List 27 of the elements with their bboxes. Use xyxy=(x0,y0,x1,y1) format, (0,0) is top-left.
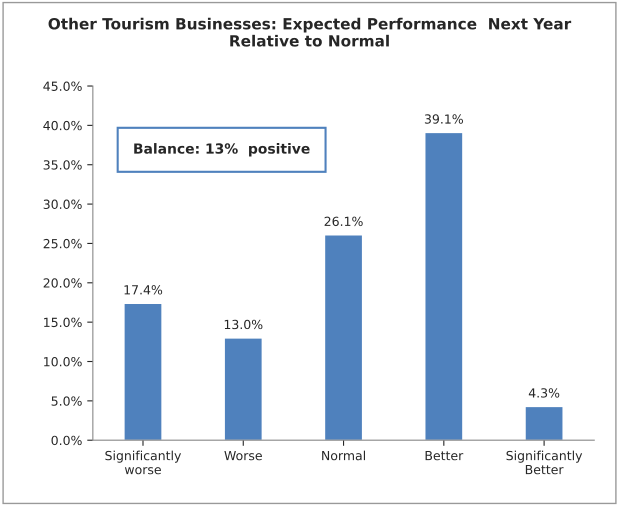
data-label: 4.3% xyxy=(528,388,560,398)
bar xyxy=(123,302,163,440)
y-tick-label: 0.0% xyxy=(52,436,82,446)
annotation: Balance: 13% positive xyxy=(134,143,310,156)
data-label: 26.1% xyxy=(324,216,363,226)
x-tick-label: Better xyxy=(426,451,464,460)
bar xyxy=(224,337,264,440)
x-tick-label: Worse xyxy=(224,451,262,460)
y-tick-label: 15.0% xyxy=(44,318,82,328)
y-tick-label: 20.0% xyxy=(44,278,82,288)
x-tick-label: Significantly worse xyxy=(105,450,182,474)
data-label: 17.4% xyxy=(124,285,162,295)
bar xyxy=(324,234,364,440)
bar xyxy=(424,132,464,440)
y-tick-label: 45.0% xyxy=(43,81,82,91)
data-label: 13.0% xyxy=(224,320,262,330)
x-tick-label: Normal xyxy=(322,450,365,460)
y-tick-label: 5.0% xyxy=(52,396,82,406)
y-tick-label: 40.0% xyxy=(43,120,82,130)
y-tick-label: 10.0% xyxy=(44,356,82,366)
y-tick-label: 25.0% xyxy=(44,238,82,248)
y-tick-label: 30.0% xyxy=(44,200,82,210)
chart-title: Other Tourism Businesses: Expected Performance Next Year Relative to Normal xyxy=(48,18,572,47)
x-tick-label: Significantly Better xyxy=(506,450,582,474)
data-label: 39.1% xyxy=(424,114,463,124)
bar xyxy=(524,406,564,440)
y-tick-label: 35.0% xyxy=(44,160,82,170)
